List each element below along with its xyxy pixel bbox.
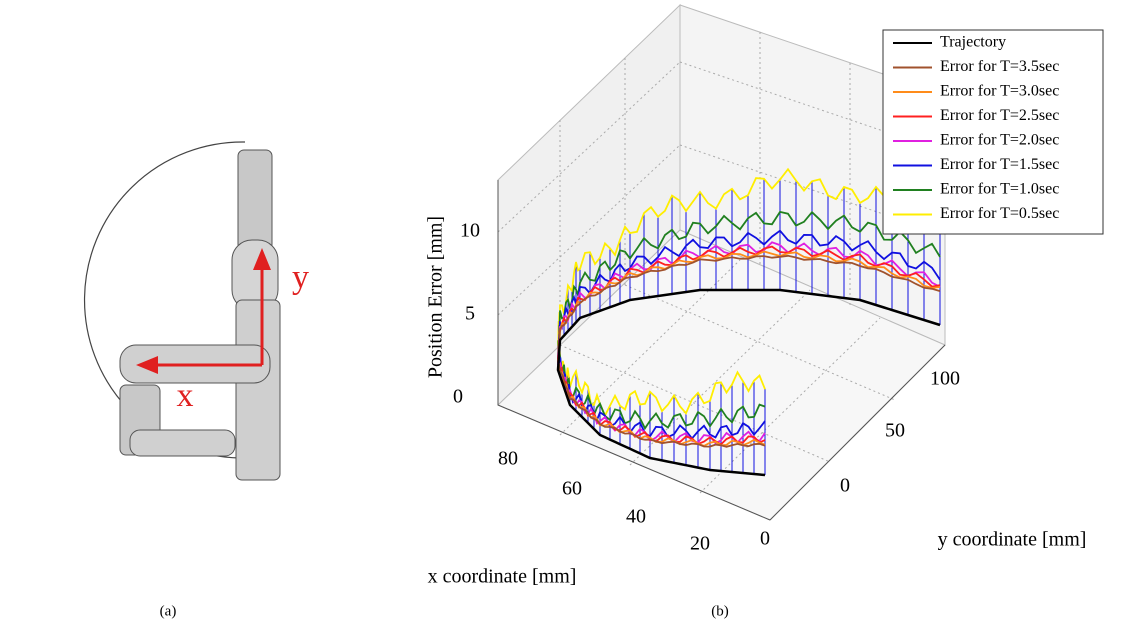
x-tick-label: 40 xyxy=(626,506,646,528)
y-axis-title: y coordinate [mm] xyxy=(938,529,1087,551)
arrow-head xyxy=(253,248,271,270)
curve xyxy=(557,210,941,431)
y-tick-label: 50 xyxy=(885,420,905,442)
curve xyxy=(557,254,941,448)
legend-label: Trajectory xyxy=(940,34,1006,51)
arrow-head xyxy=(136,356,158,374)
legend-label: Error for T=1.0sec xyxy=(940,181,1059,198)
x-axis xyxy=(497,404,771,521)
axis-x-label: x xyxy=(177,377,194,414)
grid xyxy=(497,32,946,494)
curve xyxy=(557,167,941,418)
caption: (b) xyxy=(711,603,729,619)
curves xyxy=(556,167,941,477)
axis-y-label: y xyxy=(292,259,309,296)
curve xyxy=(556,288,941,477)
y-axis xyxy=(769,344,946,521)
x-tick-label: 0 xyxy=(760,528,770,550)
caption: (a) xyxy=(160,603,177,619)
arm-link xyxy=(237,149,273,251)
curve xyxy=(557,229,941,440)
plot-box xyxy=(497,3,946,521)
legend-label: Error for T=3.0sec xyxy=(940,83,1059,100)
x-tick-label: 20 xyxy=(690,533,710,555)
finger xyxy=(129,429,236,457)
y-tick-label: 0 xyxy=(840,475,850,497)
legend-label: Error for T=2.0sec xyxy=(940,132,1059,149)
legend-label: Error for T=0.5sec xyxy=(940,205,1059,222)
x-tick-label: 80 xyxy=(498,448,518,470)
legend-label: Error for T=2.5sec xyxy=(940,107,1059,124)
x-tick-label: 60 xyxy=(562,478,582,500)
z-tick-label: 5 xyxy=(465,303,475,325)
workspace-arc xyxy=(83,141,246,459)
legend-label: Error for T=1.5sec xyxy=(940,156,1059,173)
legend xyxy=(882,29,1104,235)
arm-base xyxy=(235,299,281,481)
x-axis-title: x coordinate [mm] xyxy=(428,566,577,588)
y-tick-label: 100 xyxy=(930,368,960,390)
z-tick-label: 10 xyxy=(460,220,480,242)
legend-label: Error for T=3.5sec xyxy=(940,58,1059,75)
z-axis-title: Position Error [mm] xyxy=(425,216,447,378)
robot-illustration: y x xyxy=(83,141,309,481)
z-tick-label: 0 xyxy=(453,386,463,408)
